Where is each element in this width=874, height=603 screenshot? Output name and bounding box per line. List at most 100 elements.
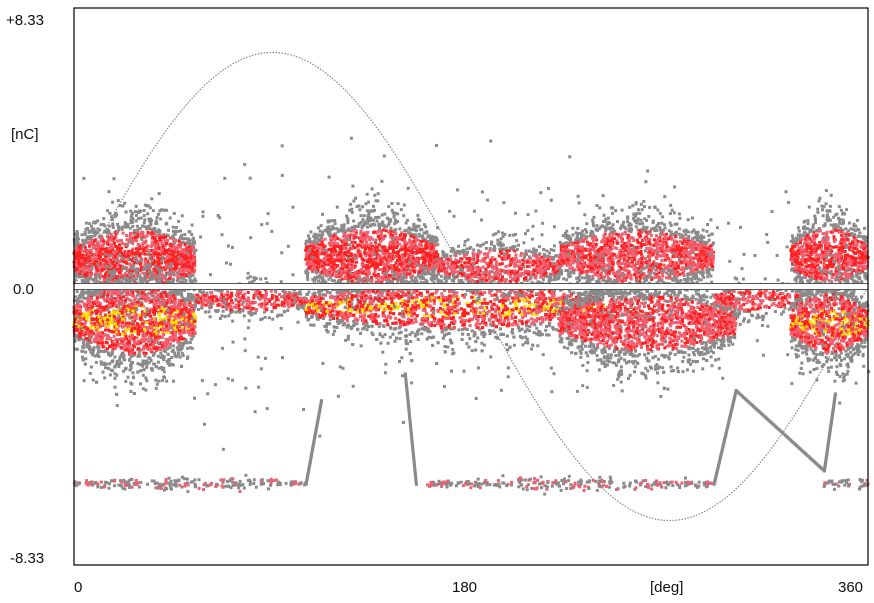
density-cell	[250, 300, 254, 304]
density-cell	[195, 295, 199, 299]
density-cell	[166, 261, 170, 265]
density-cell	[158, 258, 162, 262]
density-cell	[187, 323, 191, 327]
density-cell	[145, 273, 149, 277]
density-cell	[117, 249, 121, 253]
density-cell	[176, 314, 180, 318]
density-cell	[178, 260, 182, 264]
density-cell	[173, 300, 177, 304]
density-cell	[141, 387, 145, 391]
density-cell	[102, 305, 106, 309]
density-cell	[184, 279, 188, 282]
density-cell	[116, 231, 119, 235]
density-cell	[125, 289, 128, 293]
density-cell	[171, 277, 175, 281]
density-cell	[86, 279, 90, 283]
density-cell	[160, 366, 163, 369]
density-cell	[323, 237, 327, 241]
density-cell	[115, 327, 119, 331]
density-cell	[393, 218, 397, 222]
density-cell	[190, 249, 193, 253]
density-cell	[171, 293, 175, 297]
density-cell	[263, 304, 267, 308]
density-cell	[164, 263, 168, 267]
density-cell	[259, 318, 263, 321]
density-cell	[144, 338, 148, 342]
density-cell	[134, 213, 138, 217]
density-cell	[166, 352, 170, 356]
density-cell	[102, 248, 106, 251]
density-cell	[145, 264, 149, 268]
density-cell	[164, 338, 168, 341]
density-cell	[158, 238, 162, 242]
density-cell	[175, 279, 179, 283]
density-cell	[348, 234, 352, 238]
density-cell	[327, 273, 331, 277]
density-cell	[77, 317, 81, 321]
density-cell	[122, 347, 126, 351]
density-cell	[105, 231, 109, 235]
density-cell	[289, 292, 293, 296]
density-cell	[315, 259, 319, 263]
density-cell	[177, 336, 181, 340]
density-cell	[86, 276, 90, 280]
density-cell	[118, 355, 122, 359]
density-cell	[133, 298, 137, 302]
density-cell	[138, 247, 142, 251]
density-cell	[81, 349, 84, 353]
density-cell	[81, 253, 85, 257]
density-cell	[396, 212, 400, 216]
density-cell	[190, 303, 194, 307]
density-cell	[107, 324, 110, 328]
density-cell	[114, 259, 118, 263]
density-cell	[340, 227, 344, 231]
density-cell	[184, 274, 188, 277]
density-cell	[270, 310, 274, 313]
density-cell	[106, 334, 110, 337]
density-cell	[426, 235, 430, 239]
density-cell	[193, 297, 197, 301]
density-cell	[174, 323, 178, 327]
density-cell	[134, 271, 138, 275]
density-cell	[147, 270, 151, 274]
density-cell	[188, 249, 192, 253]
density-cell	[127, 272, 131, 276]
density-cell	[387, 205, 391, 209]
density-cell	[336, 230, 340, 234]
density-cell	[280, 303, 284, 307]
density-cell	[242, 314, 246, 318]
density-cell	[307, 260, 311, 264]
density-cell	[412, 251, 416, 254]
density-cell	[117, 313, 121, 316]
density-cell	[82, 312, 86, 316]
density-cell	[131, 309, 135, 313]
density-cell	[132, 251, 136, 255]
density-cell	[391, 233, 395, 237]
density-cell	[168, 346, 172, 350]
density-cell	[339, 249, 343, 253]
density-cell	[154, 262, 158, 266]
density-cell	[96, 269, 100, 273]
density-cell	[115, 325, 119, 329]
density-cell	[147, 356, 151, 360]
density-cell	[147, 251, 151, 255]
density-cell	[183, 303, 187, 307]
density-cell	[149, 314, 153, 318]
density-cell	[131, 259, 134, 262]
density-cell	[180, 294, 184, 298]
density-cell	[127, 308, 131, 312]
density-cell	[104, 328, 108, 332]
density-cell	[290, 299, 294, 302]
density-cell	[116, 295, 120, 299]
density-cell	[154, 276, 158, 279]
density-cell	[404, 270, 408, 274]
density-cell	[413, 243, 417, 247]
density-cell	[319, 224, 323, 228]
density-cell	[118, 260, 122, 264]
density-cell	[168, 273, 172, 277]
density-cell	[200, 303, 204, 307]
density-cell	[104, 240, 108, 244]
density-cell	[121, 329, 125, 333]
density-cell	[145, 307, 149, 311]
density-cell	[83, 337, 87, 341]
